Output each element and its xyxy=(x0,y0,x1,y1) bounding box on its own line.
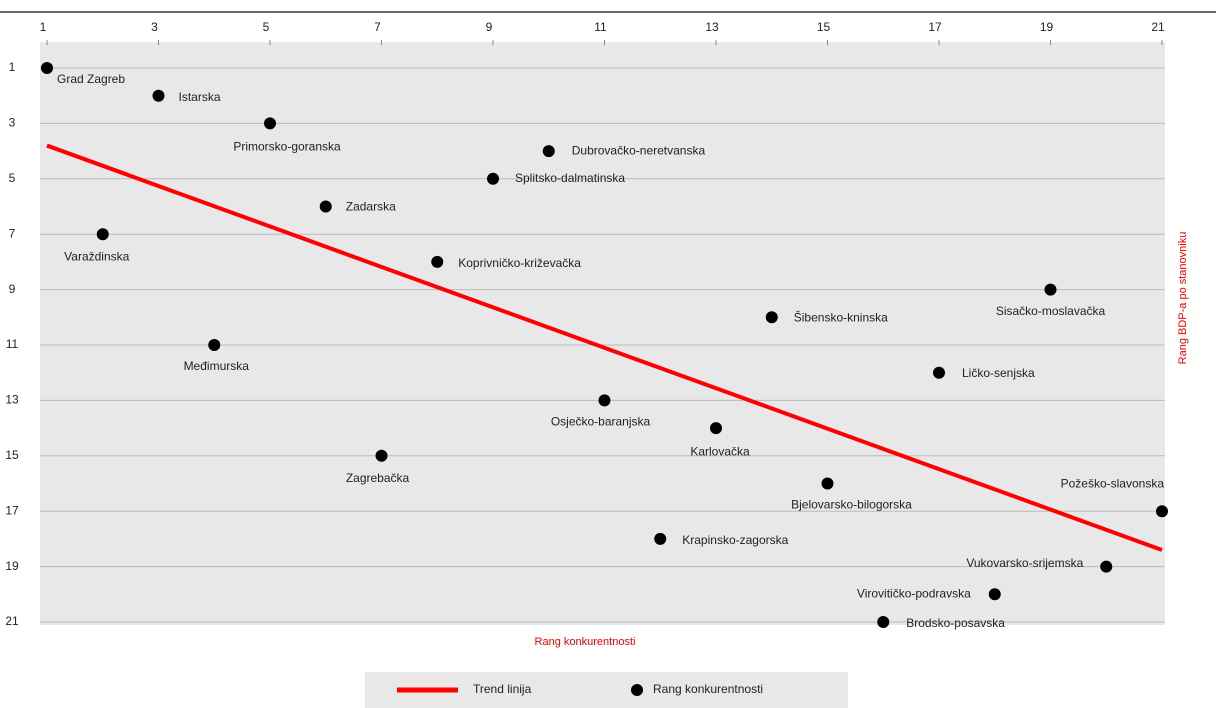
point xyxy=(821,477,834,490)
x-tick-label: 1 xyxy=(40,20,47,34)
point-label: Primorsko-goranska xyxy=(233,140,341,154)
plot-area xyxy=(40,42,1165,625)
point-label: Dubrovačko-neretvanska xyxy=(572,143,706,157)
point-label: Sisačko-moslavačka xyxy=(996,304,1106,318)
point-label: Ličko-senjska xyxy=(962,366,1035,380)
legend-label: Rang konkurentnosti xyxy=(653,682,763,696)
point xyxy=(877,616,890,628)
y-tick-label: 5 xyxy=(9,171,16,185)
point-label: Bjelovarsko-bilogorska xyxy=(791,498,912,512)
point-label: Krapinsko-zagorska xyxy=(682,533,788,547)
point-label: Vukovarsko-srijemska xyxy=(966,556,1083,570)
point-label: Grad Zagreb xyxy=(57,72,125,86)
point xyxy=(1044,283,1057,296)
point xyxy=(542,145,555,158)
x-tick-label: 13 xyxy=(705,20,719,34)
y-tick-label: 3 xyxy=(9,116,16,130)
point-label: Brodsko-posavska xyxy=(906,616,1005,630)
point-label: Šibensko-kninska xyxy=(794,309,888,324)
x-tick-label: 5 xyxy=(263,20,270,34)
point-label: Koprivničko-križevačka xyxy=(458,256,581,270)
y-tick-label: 1 xyxy=(9,60,16,74)
x-tick-label: 7 xyxy=(374,20,381,34)
x-tick-label: 11 xyxy=(594,20,607,34)
point xyxy=(431,255,444,268)
legend-label: Trend linija xyxy=(473,682,532,696)
point xyxy=(319,200,332,213)
y-tick-label: 11 xyxy=(6,337,19,351)
point-label: Virovitičko-podravska xyxy=(857,586,971,600)
point xyxy=(654,532,667,545)
y-tick-label: 9 xyxy=(9,282,16,296)
y-tick-label: 13 xyxy=(5,393,19,407)
y-tick-label: 15 xyxy=(5,448,19,462)
x-tick-label: 9 xyxy=(486,20,493,34)
point xyxy=(487,172,499,185)
point xyxy=(96,228,109,241)
y-tick-label: 7 xyxy=(9,226,16,240)
point xyxy=(1100,560,1113,573)
point xyxy=(1156,505,1168,518)
point xyxy=(208,339,221,351)
point xyxy=(375,449,388,462)
point xyxy=(765,311,778,324)
y-tick-label: 21 xyxy=(5,614,19,628)
point xyxy=(152,89,165,102)
point-label: Međimurska xyxy=(184,359,250,373)
trend-line xyxy=(46,143,1163,552)
point-label: Zagrebačka xyxy=(346,471,410,485)
point xyxy=(933,366,945,379)
point-label: Osječko-baranjska xyxy=(551,415,651,429)
y-tick-label: 17 xyxy=(5,503,19,517)
x-tick-label: 15 xyxy=(817,20,831,34)
point-label: Zadarska xyxy=(346,200,396,214)
point xyxy=(598,394,611,407)
x-tick-label: 3 xyxy=(151,20,158,34)
point-label: Požeško-slavonska xyxy=(1061,476,1165,490)
point xyxy=(41,62,53,74)
x-tick-label: 21 xyxy=(1151,20,1165,34)
point-label: Istarska xyxy=(179,90,221,104)
x-tick-label: 17 xyxy=(928,20,942,34)
y-tick-label: 19 xyxy=(5,559,19,573)
y-axis-label: Rang BDP-a po stanovniku xyxy=(1177,232,1189,365)
point-label: Splitsko-dalmatinska xyxy=(515,171,625,185)
legend-point-swatch xyxy=(631,684,643,696)
x-axis-label: Rang konkurentnosti xyxy=(535,636,636,648)
x-tick-label: 19 xyxy=(1040,20,1054,34)
point-label: Karlovačka xyxy=(690,444,750,458)
point-label: Varaždinska xyxy=(64,249,129,263)
point xyxy=(988,588,1001,601)
point xyxy=(710,422,722,435)
point xyxy=(264,117,276,130)
